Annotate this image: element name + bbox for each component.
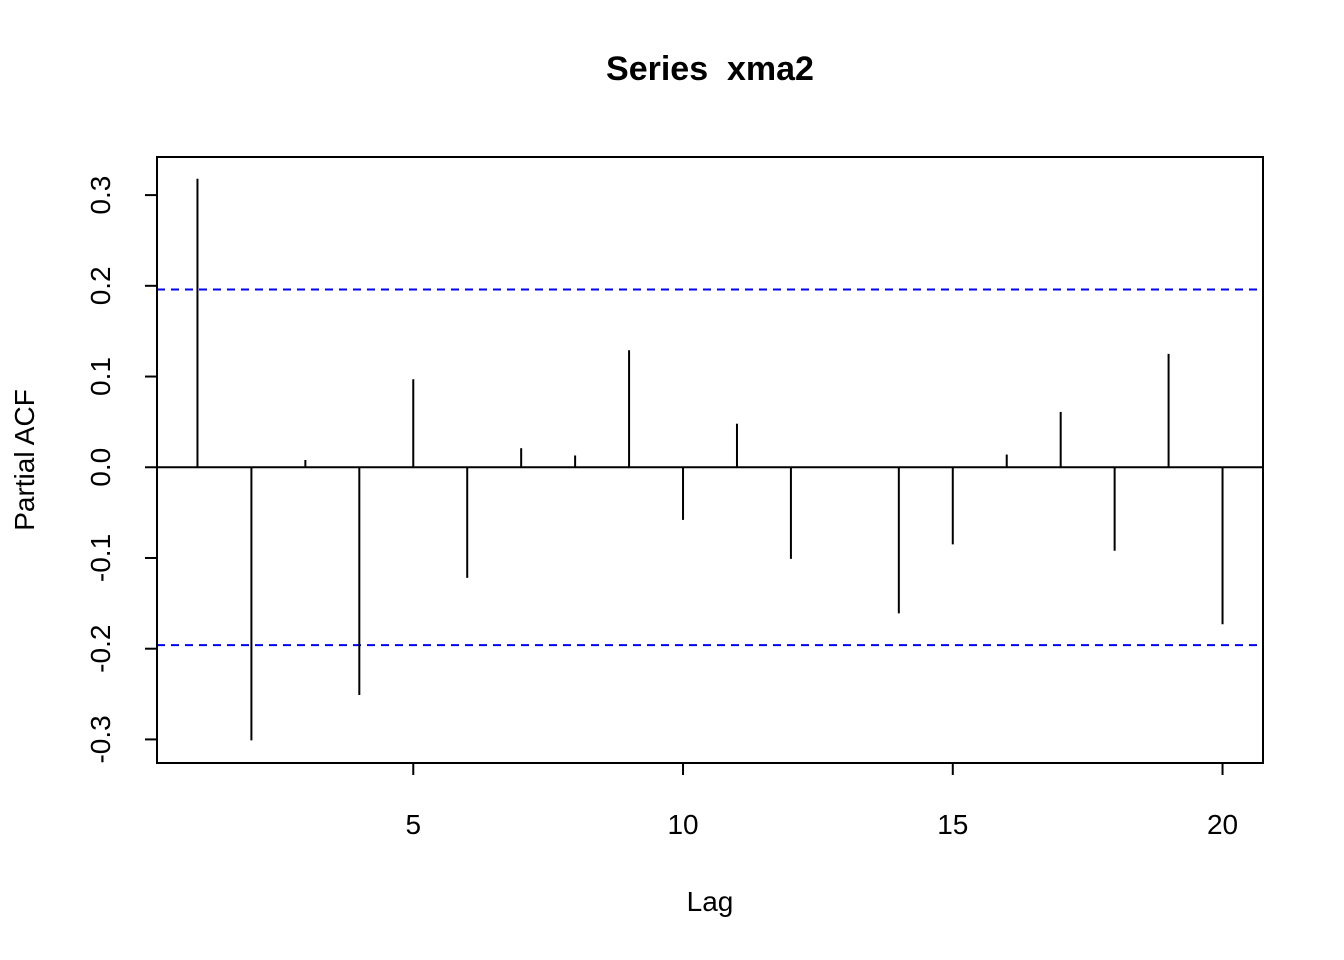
y-tick-label-5: 0.2 (85, 266, 116, 305)
y-tick-label-6: 0.3 (85, 176, 116, 215)
y-tick-label-4: 0.1 (85, 357, 116, 396)
x-tick-label-20: 20 (1207, 809, 1238, 840)
y-axis-label: Partial ACF (9, 389, 40, 531)
x-axis-label: Lag (687, 886, 734, 917)
x-tick-label-5: 5 (405, 809, 421, 840)
y-tick-label-2: -0.1 (85, 534, 116, 582)
plot-layer: 5 10 15 20 -0.3 -0.2 -0.1 0.0 0.1 0.2 0.3 (85, 176, 1263, 840)
y-tick-label-3: 0.0 (85, 448, 116, 487)
x-tick-label-15: 15 (937, 809, 968, 840)
y-tick-label-1: -0.2 (85, 625, 116, 673)
chart-title: Series xma2 (606, 50, 814, 88)
plot-frame (156, 156, 1264, 764)
y-tick-label-0: -0.3 (85, 715, 116, 763)
x-tick-label-10: 10 (667, 809, 698, 840)
